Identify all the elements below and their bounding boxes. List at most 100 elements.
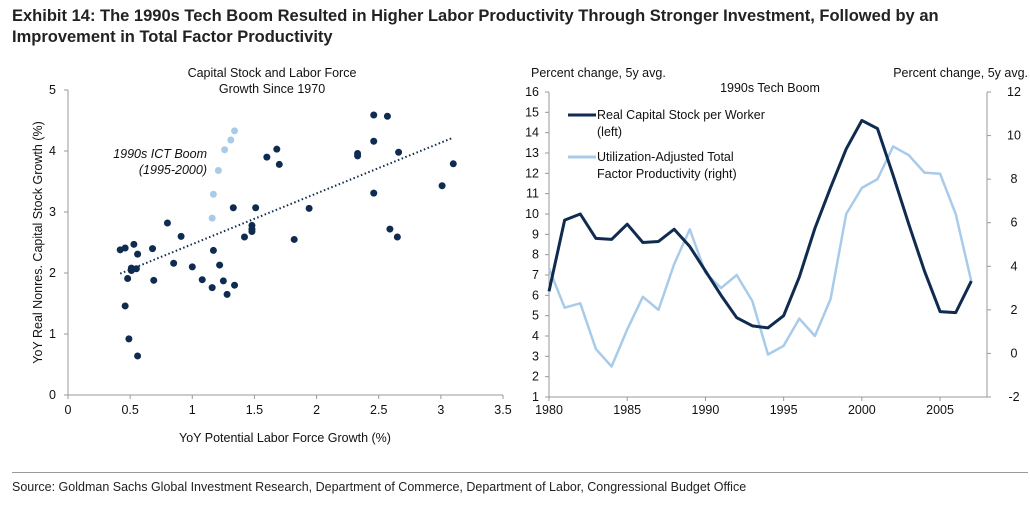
scatter-point bbox=[386, 225, 394, 233]
line-x-tick-label: 1980 bbox=[535, 403, 563, 417]
scatter-point bbox=[163, 219, 171, 227]
scatter-y-label: YoY Real Nonres. Capital Stock Growth (%… bbox=[31, 121, 45, 363]
scatter-point bbox=[134, 250, 142, 258]
left-y-tick-label: 8 bbox=[532, 248, 539, 262]
scatter-point bbox=[121, 244, 129, 252]
scatter-point bbox=[223, 290, 231, 298]
scatter-point bbox=[438, 182, 446, 190]
scatter-x-tick-label: 1 bbox=[189, 403, 196, 417]
line-x-tick-label: 1985 bbox=[613, 403, 641, 417]
scatter-point bbox=[188, 263, 196, 271]
ict-boom-point bbox=[214, 167, 222, 175]
scatter-point bbox=[263, 153, 271, 161]
left-y-tick-label: 2 bbox=[532, 370, 539, 384]
left-y-tick-label: 11 bbox=[526, 187, 539, 201]
left-y-tick-label: 6 bbox=[532, 288, 539, 302]
right-y-tick-label: 6 bbox=[1011, 216, 1018, 230]
scatter-point bbox=[121, 302, 129, 310]
right-y-tick-label: 0 bbox=[1011, 346, 1018, 360]
scatter-point bbox=[216, 261, 224, 269]
scatter-point bbox=[354, 152, 362, 160]
scatter-x-label: YoY Potential Labor Force Growth (%) bbox=[179, 431, 391, 445]
scatter-point bbox=[198, 276, 206, 284]
scatter-x-tick-label: 3.5 bbox=[494, 403, 511, 417]
exhibit-title: Exhibit 14: The 1990s Tech Boom Resulted… bbox=[12, 7, 939, 46]
scatter-y-tick-label: 2 bbox=[49, 266, 56, 280]
left-axis-unit-label: Percent change, 5y avg. bbox=[531, 66, 666, 80]
left-y-tick-label: 12 bbox=[525, 166, 539, 180]
scatter-annotation-line1: 1990s ICT Boom bbox=[113, 147, 207, 161]
legend-label-line2: Factor Productivity (right) bbox=[597, 167, 737, 181]
scatter-point bbox=[370, 189, 378, 197]
left-y-tick-label: 15 bbox=[525, 105, 539, 119]
scatter-point bbox=[150, 276, 158, 284]
left-y-tick-label: 10 bbox=[525, 207, 539, 221]
line-x-tick-label: 1995 bbox=[770, 403, 798, 417]
scatter-x-tick-label: 1.5 bbox=[246, 403, 263, 417]
scatter-point bbox=[240, 233, 248, 241]
line-x-tick-label: 1990 bbox=[692, 403, 720, 417]
scatter-point bbox=[127, 267, 135, 275]
legend-label: Utilization-Adjusted Total bbox=[597, 150, 734, 164]
left-y-tick-label: 1 bbox=[532, 390, 539, 404]
scatter-point bbox=[208, 284, 216, 292]
left-y-tick-label: 4 bbox=[532, 329, 539, 343]
scatter-point bbox=[273, 145, 281, 153]
scatter-title-line2: Growth Since 1970 bbox=[219, 82, 325, 96]
line-chart-title: 1990s Tech Boom bbox=[720, 81, 820, 95]
scatter-title-line1: Capital Stock and Labor Force bbox=[188, 66, 357, 80]
scatter-x-tick-label: 2 bbox=[313, 403, 320, 417]
scatter-point bbox=[231, 281, 239, 289]
charts: Capital Stock and Labor Force Growth Sinc… bbox=[31, 66, 1028, 445]
ict-boom-point bbox=[227, 136, 235, 144]
scatter-point bbox=[393, 233, 401, 241]
legend-label-line2: (left) bbox=[597, 125, 622, 139]
line-x-tick-label: 2005 bbox=[926, 403, 954, 417]
scatter-x-tick-label: 2.5 bbox=[370, 403, 387, 417]
scatter-point bbox=[219, 277, 227, 285]
scatter-point bbox=[449, 160, 457, 168]
ict-boom-point bbox=[221, 146, 229, 154]
right-y-tick-label: 12 bbox=[1007, 85, 1021, 99]
scatter-annotation-line2: (1995-2000) bbox=[139, 163, 207, 177]
scatter-point bbox=[170, 259, 178, 267]
left-y-tick-label: 7 bbox=[532, 268, 539, 282]
right-y-tick-label: 8 bbox=[1011, 172, 1018, 186]
ict-boom-point bbox=[209, 190, 217, 198]
right-y-tick-label: 4 bbox=[1011, 259, 1018, 273]
left-y-tick-label: 5 bbox=[532, 309, 539, 323]
scatter-point bbox=[252, 204, 260, 212]
scatter-y-tick-label: 5 bbox=[49, 83, 56, 97]
scatter-point bbox=[395, 148, 403, 156]
left-y-tick-label: 13 bbox=[525, 146, 539, 160]
scatter-x-tick-label: 3 bbox=[437, 403, 444, 417]
scatter-point bbox=[130, 240, 138, 248]
scatter-point bbox=[383, 112, 391, 120]
scatter-point bbox=[209, 246, 217, 254]
right-y-tick-label: 10 bbox=[1007, 129, 1021, 143]
right-axis-unit-label: Percent change, 5y avg. bbox=[893, 66, 1028, 80]
scatter-y-tick-label: 4 bbox=[49, 144, 56, 158]
scatter-point bbox=[229, 204, 237, 212]
line-x-tick-label: 2000 bbox=[848, 403, 876, 417]
scatter-point bbox=[124, 274, 132, 282]
scatter-point bbox=[248, 228, 256, 236]
scatter-point bbox=[370, 111, 378, 119]
divider bbox=[12, 472, 1028, 473]
left-y-tick-label: 3 bbox=[532, 349, 539, 363]
scatter-point bbox=[275, 160, 283, 168]
scatter-x-tick-label: 0 bbox=[65, 403, 72, 417]
ict-boom-point bbox=[208, 214, 216, 222]
source-note: Source: Goldman Sachs Global Investment … bbox=[12, 480, 747, 494]
scatter-y-tick-label: 0 bbox=[49, 388, 56, 402]
capital-stock-line bbox=[547, 118, 973, 330]
scatter-point bbox=[134, 352, 142, 360]
legend-label: Real Capital Stock per Worker bbox=[597, 108, 765, 122]
scatter-point bbox=[305, 204, 313, 212]
scatter-point bbox=[177, 232, 185, 240]
right-y-tick-label: 2 bbox=[1011, 303, 1018, 317]
left-y-tick-label: 9 bbox=[532, 227, 539, 241]
scatter-point bbox=[125, 335, 133, 343]
ict-boom-point bbox=[231, 127, 239, 135]
scatter-y-tick-label: 1 bbox=[49, 327, 56, 341]
